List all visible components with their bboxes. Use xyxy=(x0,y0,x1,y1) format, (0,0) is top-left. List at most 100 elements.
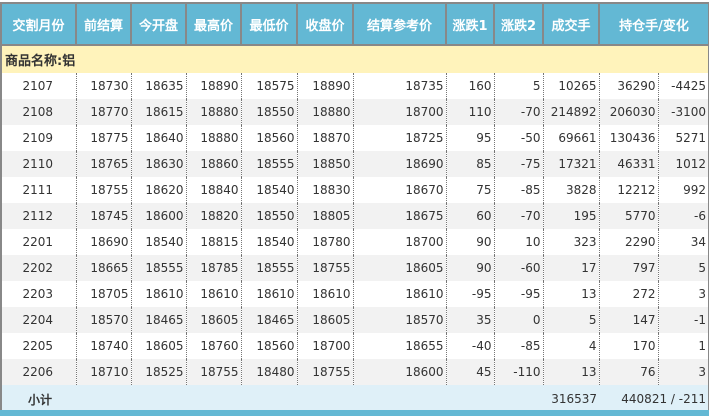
table-cell: 18570 xyxy=(353,307,447,333)
table-row: 2203 18705 18610 18610 18610 18610 18610 -95 -95… xyxy=(2,281,708,307)
table-cell: 18570 xyxy=(76,307,132,333)
category-row: 商品名称:铝 xyxy=(2,44,708,73)
table-cell: 2109 xyxy=(2,125,77,151)
table-cell: 18890 xyxy=(297,73,354,99)
table-cell: 13 xyxy=(543,281,600,307)
table-row: 2201 18690 18540 18815 18540 18780 18700 90 10 32… xyxy=(2,229,708,255)
table-cell: 18635 xyxy=(131,73,187,99)
column-header: 收盘价 xyxy=(297,4,354,45)
table-cell: 18610 xyxy=(131,281,187,307)
table-cell: 17 xyxy=(543,255,600,281)
table-cell: 130436 xyxy=(599,125,659,151)
column-header: 持仓手/变化 xyxy=(599,4,708,45)
table-cell: 18760 xyxy=(186,333,242,359)
table-cell: 18890 xyxy=(186,73,242,99)
table-cell: 18700 xyxy=(297,333,354,359)
column-header: 最低价 xyxy=(241,4,298,45)
column-header: 今开盘 xyxy=(131,4,187,45)
table-cell: -95 xyxy=(494,281,544,307)
table-row: 2202 18665 18555 18785 18555 18755 18605 90 -60 1… xyxy=(2,255,708,281)
table-cell: 18730 xyxy=(76,73,132,99)
table-cell: 2111 xyxy=(2,177,77,203)
table-cell: 2107 xyxy=(2,73,77,99)
table-cell: 10 xyxy=(494,229,544,255)
table-cell: 2290 xyxy=(599,229,659,255)
table-cell: -70 xyxy=(494,99,544,125)
table-row: 2110 18765 18630 18860 18555 18850 18690 85 -75 1… xyxy=(2,151,708,177)
table-cell: 18615 xyxy=(131,99,187,125)
table-cell: 160 xyxy=(446,73,495,99)
table-cell: 18605 xyxy=(353,255,447,281)
table-cell: 323 xyxy=(543,229,600,255)
table-cell: -6 xyxy=(658,203,708,229)
table-cell: 4 xyxy=(543,333,600,359)
table-cell: 18755 xyxy=(76,177,132,203)
table-cell: 18605 xyxy=(131,333,187,359)
table-cell: 18710 xyxy=(76,359,132,385)
table-cell: 18700 xyxy=(353,99,447,125)
table-cell: 5 xyxy=(543,307,600,333)
table-row: 2204 18570 18465 18605 18465 18605 18570 35 0 5 14… xyxy=(2,307,708,333)
table-cell: 76 xyxy=(599,359,659,385)
table-cell: 110 xyxy=(446,99,495,125)
table-cell: 18610 xyxy=(241,281,298,307)
table-cell: 1 xyxy=(698,339,706,353)
table-row: 2205 18740 18605 18760 18560 18700 18655 -40 -85… xyxy=(2,333,708,359)
table-cell: 36290 xyxy=(599,73,659,99)
table-header-row: 交割月份 前结算 今开盘 最高价 最低价 收盘价 结算参考价 涨跌1 涨跌2 成交手 持仓手/变化 xyxy=(2,4,708,45)
table-cell: 18540 xyxy=(241,229,298,255)
table-cell: -85 xyxy=(494,177,544,203)
table-cell: 18670 xyxy=(353,177,447,203)
table-cell: 18665 xyxy=(76,255,132,281)
table-cell: 18655 xyxy=(353,333,447,359)
table-cell: 5 xyxy=(658,255,708,281)
table-cell: 18540 xyxy=(241,177,298,203)
table-cell: 18600 xyxy=(131,203,187,229)
table-cell: 5271 xyxy=(675,131,706,145)
table-cell: 272 xyxy=(599,281,659,307)
table-row: 2108 18770 18615 18880 18550 18880 18700 110 -70… xyxy=(2,99,708,125)
table-cell: 18870 xyxy=(297,125,354,151)
table-cell: 18555 xyxy=(131,255,187,281)
table-cell: -110 xyxy=(494,359,544,385)
table-cell: 13 xyxy=(543,359,600,385)
table-cell: 69661 xyxy=(543,125,600,151)
column-header: 交割月份 xyxy=(2,4,77,45)
table-cell: 34 xyxy=(690,235,706,249)
table-cell: 18550 xyxy=(241,203,298,229)
table-cell: 18735 xyxy=(353,73,447,99)
table-cell: 18560 xyxy=(241,333,298,359)
table-cell: 18605 xyxy=(297,307,354,333)
category-name: 商品名称:铝 xyxy=(2,44,708,73)
table-cell: 5 xyxy=(494,73,544,99)
table-cell: 18555 xyxy=(241,151,298,177)
table-cell: 18620 xyxy=(131,177,187,203)
table-cell: 17321 xyxy=(543,151,600,177)
table-cell: 18540 xyxy=(131,229,187,255)
table-cell: 18605 xyxy=(186,307,242,333)
table-cell: 18725 xyxy=(353,125,447,151)
table-cell: 2112 xyxy=(2,203,77,229)
table-cell: 18705 xyxy=(76,281,132,307)
table-cell: 3 xyxy=(698,287,706,301)
table-cell: 1012 xyxy=(658,151,708,177)
subtotal-label: 小计 xyxy=(2,385,543,413)
table-cell: 45 xyxy=(446,359,495,385)
table-cell: 18775 xyxy=(76,125,132,151)
table-cell: 18880 xyxy=(186,125,242,151)
table-cell: 18755 xyxy=(297,255,354,281)
table-cell: 95 xyxy=(446,125,495,151)
table-cell: 18850 xyxy=(297,151,354,177)
table-cell: -70 xyxy=(494,203,544,229)
table-cell: 18805 xyxy=(297,203,354,229)
table-cell: 18765 xyxy=(76,151,132,177)
table-cell: 18610 xyxy=(186,281,242,307)
table-cell: 3828 xyxy=(543,177,600,203)
table-cell: 35 xyxy=(446,307,495,333)
table-cell: -50 xyxy=(494,125,544,151)
table-cell: 206030 xyxy=(599,99,659,125)
table-cell: -3100 xyxy=(658,99,708,125)
table-cell: 214892 xyxy=(543,99,600,125)
column-header: 涨跌1 xyxy=(446,4,495,45)
table-row: 2111 18755 18620 18840 18540 18830 18670 75 -85 3… xyxy=(2,177,708,203)
